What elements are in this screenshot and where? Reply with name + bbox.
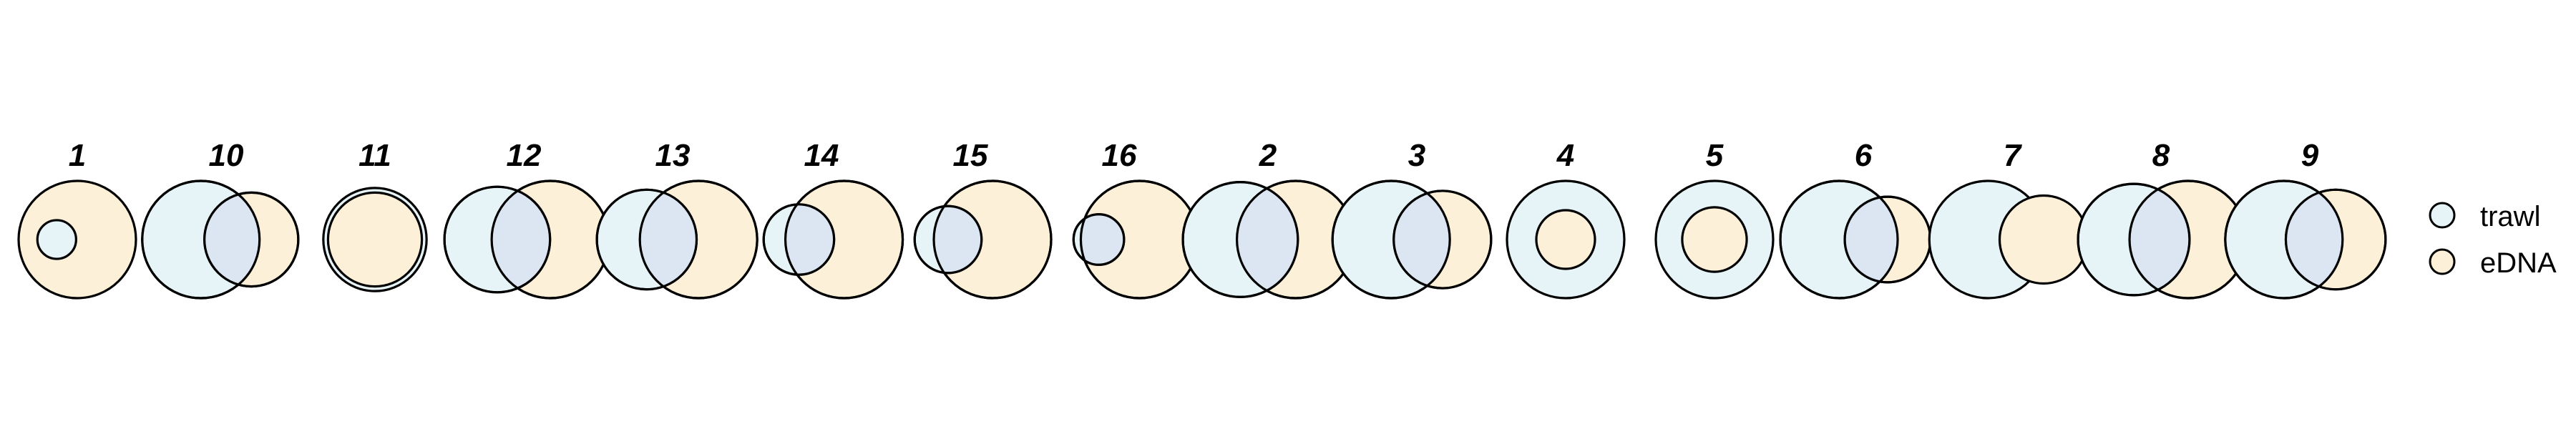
panel-label: 1 (69, 138, 86, 173)
venn-panel-6: 6 (1779, 138, 1932, 300)
trawl-circle-outline (913, 204, 983, 275)
trawl-circle-outline (595, 188, 698, 291)
panel-label: 13 (655, 138, 691, 173)
venn-panel-7: 7 (1928, 138, 2089, 300)
edna-circle (1998, 194, 2089, 285)
panel-label: 6 (1855, 138, 1873, 173)
panel-label: 9 (2301, 138, 2319, 173)
overlap-region (640, 189, 697, 290)
venn-panel-10: 10 (141, 138, 300, 300)
edna-circle (326, 191, 424, 288)
venn-panel-1: 1 (17, 138, 137, 300)
trawl-circle-outline (2224, 179, 2344, 300)
venn-panel-14: 14 (762, 138, 904, 300)
trawl-circle-outline (1072, 213, 1126, 266)
trawl-circle-outline (443, 185, 552, 294)
venn-panel-8: 8 (2077, 138, 2248, 300)
edna-circle (1681, 206, 1748, 273)
overlap-region (934, 206, 982, 273)
venn-panel-2: 2 (1181, 138, 1356, 300)
venn-panels: 1 10 11 12 13 14 15 16 2 3 4 5 6 7 8 9 (17, 138, 2387, 300)
venn-panel-15: 15 (913, 138, 1053, 300)
edna-circle-outline (1392, 189, 1493, 290)
venn-panel-4: 4 (1506, 138, 1626, 300)
panel-label: 3 (1408, 138, 1425, 173)
venn-panel-5: 5 (1654, 138, 1775, 300)
panel-label: 2 (1259, 138, 1277, 173)
panel-label: 7 (2004, 138, 2023, 173)
legend-swatch-edna (2429, 248, 2456, 275)
panel-label: 12 (507, 138, 542, 173)
panel-label: 14 (804, 138, 839, 173)
overlap-region (1845, 197, 1898, 282)
venn-panel-9: 9 (2224, 138, 2387, 300)
overlap-region (1236, 182, 1298, 297)
panel-label: 10 (209, 138, 244, 173)
overlap-region (2285, 189, 2343, 290)
overlap-region (492, 187, 550, 292)
overlap-region (204, 192, 260, 287)
legend-item-edna: eDNA (2429, 247, 2557, 279)
overlap-region (1080, 214, 1124, 265)
edna-circle-outline (784, 179, 904, 300)
legend-swatch-trawl (2429, 202, 2456, 229)
overlap-region (1393, 190, 1450, 289)
panel-label: 4 (1556, 138, 1574, 173)
venn-panel-3: 3 (1331, 138, 1493, 300)
overlap-region (2129, 184, 2190, 295)
trawl-circle-outline (1181, 181, 1299, 298)
trawl-circle-outline (762, 203, 836, 276)
trawl-circle-outline (141, 179, 261, 300)
edna-circle-outline (638, 179, 758, 300)
venn-panel-11: 11 (322, 138, 428, 292)
edna-circle-outline (2284, 188, 2387, 291)
trawl-circle-outline (1331, 179, 1451, 300)
edna-circle (17, 179, 137, 300)
trawl-circle-outline (2077, 182, 2191, 297)
legend-label-trawl: trawl (2480, 201, 2540, 232)
legend: trawl eDNA (2429, 201, 2557, 279)
trawl-circle-outline (1779, 179, 1899, 300)
edna-circle (1535, 209, 1596, 270)
panel-label: 15 (953, 138, 988, 173)
legend-item-trawl: trawl (2429, 201, 2540, 232)
panel-label: 8 (2152, 138, 2170, 173)
panel-label: 11 (358, 138, 391, 173)
trawl-circle (36, 219, 77, 260)
venn-panel-12: 12 (443, 138, 610, 300)
venn-panel-16: 16 (1072, 138, 1200, 300)
edna-circle-outline (203, 191, 300, 288)
panel-label: 16 (1102, 138, 1137, 173)
panel-label: 5 (1706, 138, 1724, 173)
edna-circle-outline (932, 179, 1053, 300)
overlap-region (785, 204, 834, 275)
legend-label-edna: eDNA (2480, 247, 2557, 279)
venn-panel-13: 13 (595, 138, 758, 300)
